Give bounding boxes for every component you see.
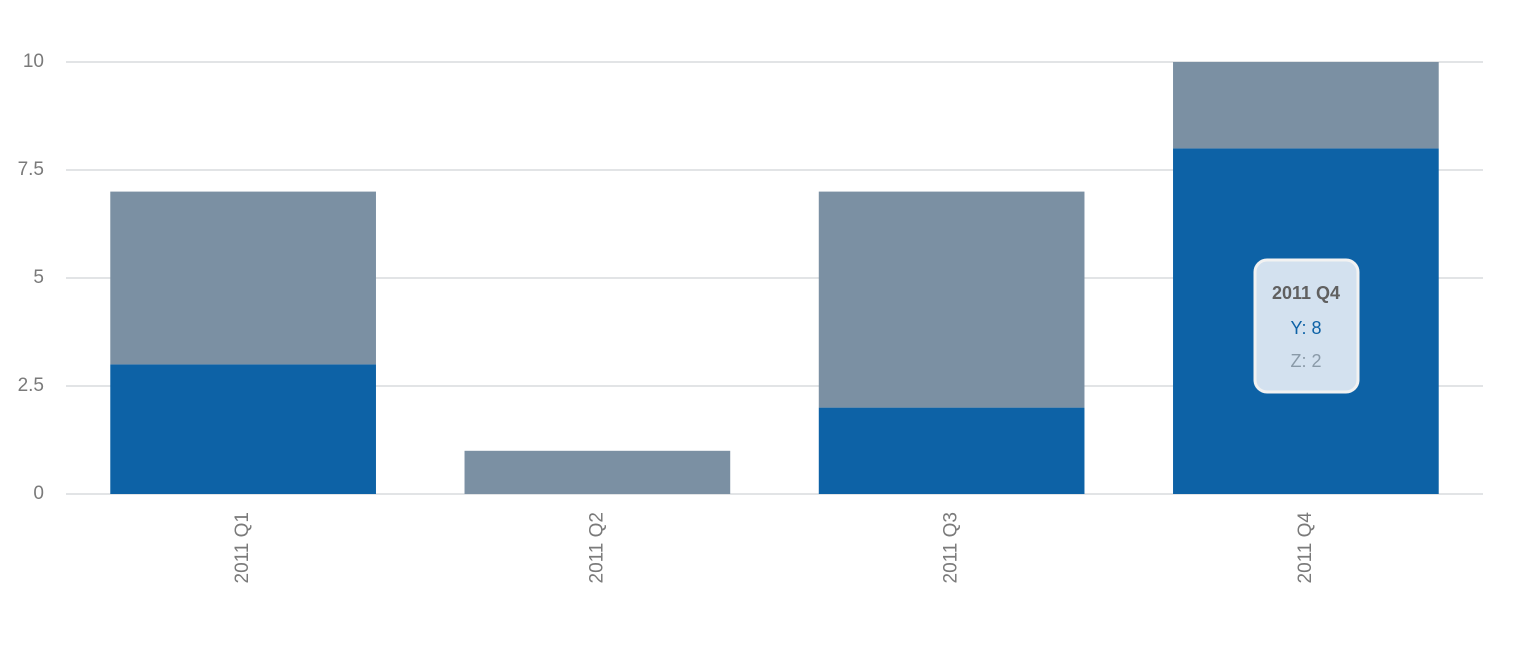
bar-segment <box>818 407 1085 494</box>
bar-segment <box>1173 62 1439 149</box>
y-tick-label: 7.5 <box>18 159 44 180</box>
bar-segment <box>464 450 731 494</box>
x-tick-label: 2011 Q4 <box>1295 512 1316 584</box>
tooltip-box <box>1253 258 1360 394</box>
tooltip-line: Z: 2 <box>1290 351 1321 371</box>
x-tick-label: 2011 Q1 <box>232 512 253 583</box>
bar-segment <box>818 191 1085 408</box>
x-tick-label: 2011 Q2 <box>586 512 607 583</box>
y-tick-label: 2.5 <box>18 375 44 396</box>
y-tick-label: 10 <box>23 51 44 72</box>
tooltip-line: Y: 8 <box>1290 318 1321 338</box>
y-tick-label: 0 <box>33 483 44 504</box>
plot-area: 0 2.5 5 7.5 10 2011 Q1 2011 Q2 2011 Q3 2011 Q4 <box>18 51 1483 583</box>
bar-segment <box>110 364 376 494</box>
y-tick-label: 5 <box>33 267 44 288</box>
tooltip: 2011 Q4 Y: 8 Z: 2 <box>1253 258 1360 394</box>
x-tick-label: 2011 Q3 <box>941 512 962 583</box>
tooltip-title: 2011 Q4 <box>1272 283 1340 303</box>
bar-segment <box>110 191 376 365</box>
